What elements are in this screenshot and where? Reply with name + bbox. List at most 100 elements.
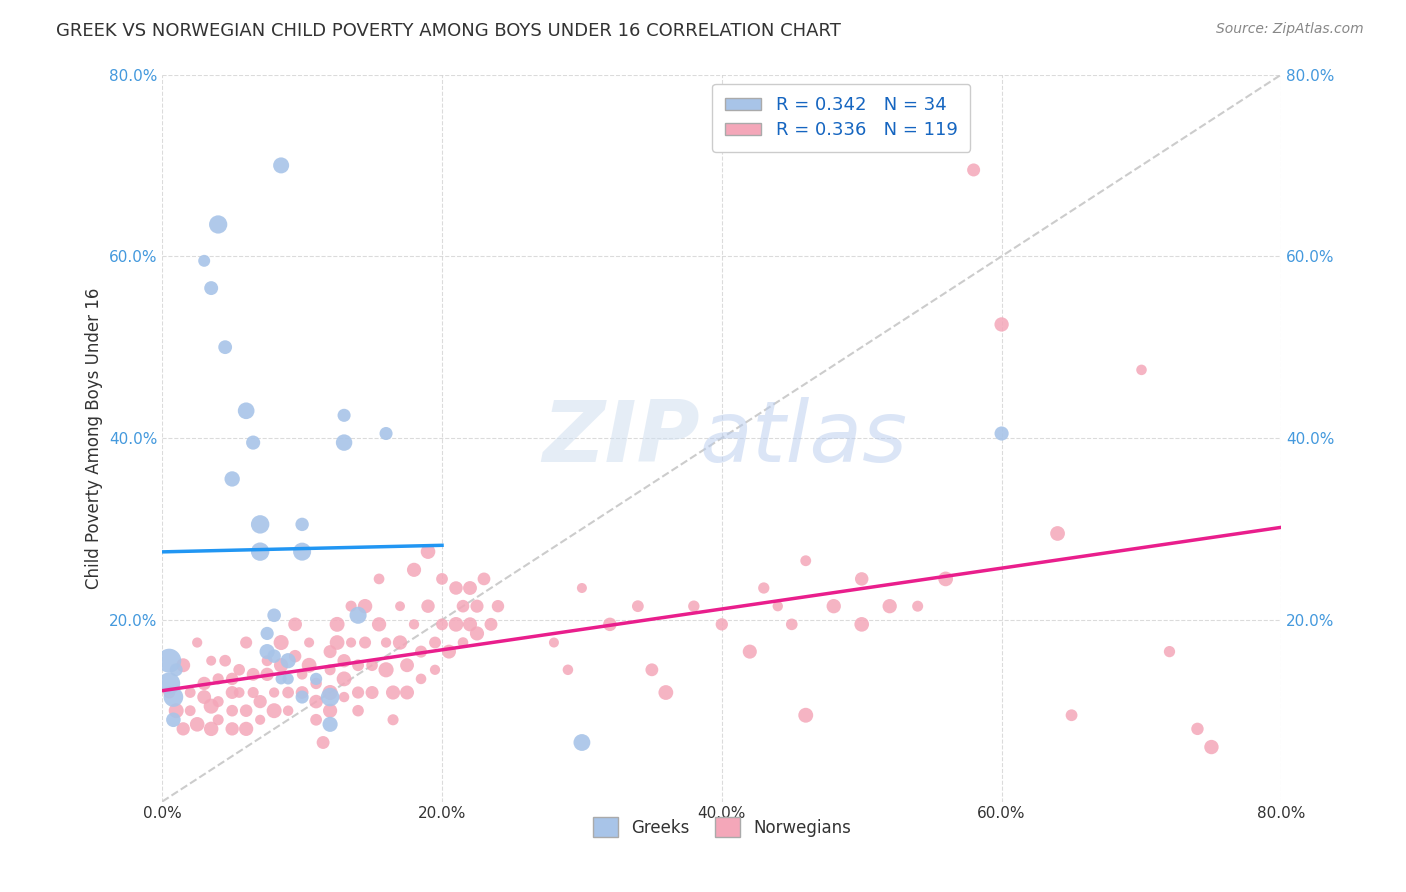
Point [319, 663, 342, 677]
Point [256, 667, 278, 681]
Point [1159, 645, 1181, 659]
Point [851, 617, 873, 632]
Point [1201, 739, 1223, 754]
Point [298, 658, 321, 673]
Point [291, 690, 314, 704]
Point [157, 654, 180, 668]
Point [162, 713, 184, 727]
Point [794, 708, 817, 723]
Point [207, 713, 229, 727]
Point [571, 735, 593, 749]
Point [193, 676, 215, 690]
Point [396, 658, 419, 673]
Point [291, 544, 314, 558]
Point [437, 645, 460, 659]
Point [221, 472, 243, 486]
Point [319, 690, 342, 704]
Point [347, 608, 370, 623]
Point [451, 635, 474, 649]
Point [291, 517, 314, 532]
Point [228, 685, 250, 699]
Point [157, 685, 180, 699]
Point [305, 672, 328, 686]
Point [162, 690, 184, 704]
Point [193, 253, 215, 268]
Point [326, 635, 349, 649]
Point [235, 404, 257, 418]
Point [249, 544, 271, 558]
Point [479, 617, 502, 632]
Text: Source: ZipAtlas.com: Source: ZipAtlas.com [1216, 22, 1364, 37]
Point [402, 617, 425, 632]
Point [263, 685, 285, 699]
Point [990, 318, 1012, 332]
Point [444, 581, 467, 595]
Point [256, 645, 278, 659]
Point [333, 654, 356, 668]
Point [780, 617, 803, 632]
Point [214, 654, 236, 668]
Point [242, 685, 264, 699]
Point [375, 426, 398, 441]
Point [1187, 722, 1209, 736]
Point [409, 672, 432, 686]
Point [354, 599, 377, 614]
Point [375, 635, 398, 649]
Point [263, 649, 285, 664]
Point [319, 685, 342, 699]
Point [382, 685, 405, 699]
Point [270, 635, 292, 649]
Point [368, 617, 391, 632]
Point [738, 645, 761, 659]
Point [375, 663, 398, 677]
Point [382, 713, 405, 727]
Point [389, 635, 412, 649]
Point [242, 435, 264, 450]
Point [172, 658, 194, 673]
Point [200, 722, 222, 736]
Point [263, 704, 285, 718]
Point [221, 672, 243, 686]
Point [879, 599, 901, 614]
Point [416, 544, 439, 558]
Point [361, 685, 384, 699]
Point [333, 435, 356, 450]
Point [305, 713, 328, 727]
Point [249, 517, 271, 532]
Point [823, 599, 845, 614]
Point [165, 663, 187, 677]
Point [347, 704, 370, 718]
Point [200, 699, 222, 714]
Point [752, 581, 775, 595]
Point [249, 695, 271, 709]
Point [465, 599, 488, 614]
Point [193, 690, 215, 704]
Point [228, 663, 250, 677]
Point [458, 617, 481, 632]
Point [200, 654, 222, 668]
Point [682, 599, 704, 614]
Text: GREEK VS NORWEGIAN CHILD POVERTY AMONG BOYS UNDER 16 CORRELATION CHART: GREEK VS NORWEGIAN CHILD POVERTY AMONG B… [56, 22, 841, 40]
Point [935, 572, 957, 586]
Point [207, 218, 229, 232]
Point [207, 672, 229, 686]
Point [333, 690, 356, 704]
Point [851, 572, 873, 586]
Text: ZIP: ZIP [541, 397, 699, 480]
Point [486, 599, 509, 614]
Point [416, 599, 439, 614]
Point [340, 599, 363, 614]
Point [430, 617, 453, 632]
Point [627, 599, 650, 614]
Point [291, 685, 314, 699]
Point [710, 617, 733, 632]
Point [389, 599, 412, 614]
Point [423, 663, 446, 677]
Point [444, 617, 467, 632]
Point [221, 722, 243, 736]
Point [333, 409, 356, 423]
Point [284, 617, 307, 632]
Point [256, 626, 278, 640]
Point [396, 685, 419, 699]
Y-axis label: Child Poverty Among Boys Under 16: Child Poverty Among Boys Under 16 [86, 287, 103, 589]
